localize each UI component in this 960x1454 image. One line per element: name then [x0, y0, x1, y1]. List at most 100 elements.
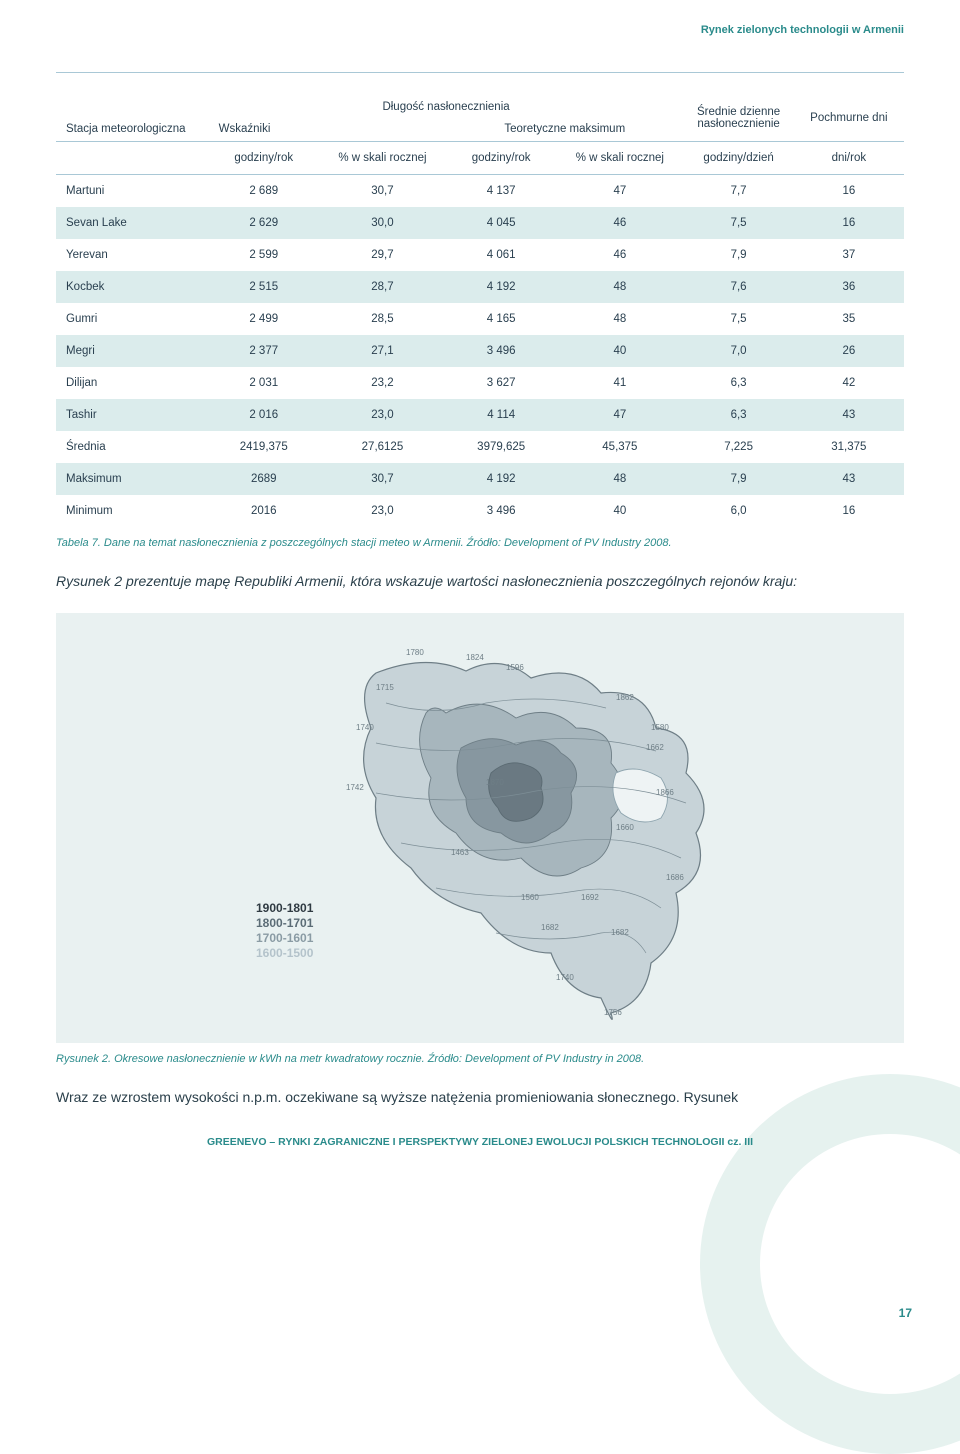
intro-paragraph: Rysunek 2 prezentuje mapę Republiki Arme…	[56, 571, 904, 593]
header-rule	[56, 72, 904, 73]
unit-dni-rok: dni/rok	[794, 142, 904, 175]
table-cell: Minimum	[56, 495, 209, 527]
table-cell: 43	[794, 463, 904, 495]
table-row: Tashir2 01623,04 114476,343	[56, 399, 904, 431]
map-value: 1686	[666, 873, 684, 882]
table-cell: 48	[556, 271, 683, 303]
table-cell: 28,5	[319, 303, 446, 335]
unit-godziny-dzien: godziny/dzień	[683, 142, 793, 175]
col-teoretyczne: Teoretyczne maksimum	[446, 115, 683, 142]
table-cell: 16	[794, 495, 904, 527]
table-cell: 4 165	[446, 303, 556, 335]
table-cell: 7,7	[683, 175, 793, 208]
table-row: Gumri2 49928,54 165487,535	[56, 303, 904, 335]
table-cell: Megri	[56, 335, 209, 367]
table-cell: 47	[556, 399, 683, 431]
table-cell: 46	[556, 239, 683, 271]
table-cell: 7,225	[683, 431, 793, 463]
map-value: 1756	[604, 1008, 622, 1017]
unit-pct-1: % w skali rocznej	[319, 142, 446, 175]
table-cell: 6,3	[683, 399, 793, 431]
legend-item: 1700-1601	[256, 931, 313, 946]
map-value: 1580	[651, 723, 669, 732]
table-cell: 30,0	[319, 207, 446, 239]
table-cell: 29,7	[319, 239, 446, 271]
table-cell: 7,9	[683, 463, 793, 495]
table-cell: 48	[556, 463, 683, 495]
map-value: 1682	[611, 928, 629, 937]
sunshine-table: Stacja meteorologiczna Długość nasłonecz…	[56, 93, 904, 527]
table-row: Maksimum268930,74 192487,943	[56, 463, 904, 495]
map-value: 1660	[616, 823, 634, 832]
map-value: 1862	[616, 693, 634, 702]
table-cell: 40	[556, 335, 683, 367]
table-cell: 3 627	[446, 367, 556, 399]
table-cell: Średnia	[56, 431, 209, 463]
colgroup-dlugosc: Długość nasłonecznienia	[209, 93, 684, 115]
table-cell: 2 499	[209, 303, 319, 335]
table-cell: 6,0	[683, 495, 793, 527]
map-value: 1824	[466, 653, 484, 662]
table-cell: Yerevan	[56, 239, 209, 271]
figure-caption: Rysunek 2. Okresowe nasłonecznienie w kW…	[56, 1053, 904, 1065]
table-cell: 2016	[209, 495, 319, 527]
table-cell: 47	[556, 175, 683, 208]
page-number: 17	[899, 1306, 912, 1320]
table-cell: 43	[794, 399, 904, 431]
map-value: 1682	[541, 923, 559, 932]
table-row: Sevan Lake2 62930,04 045467,516	[56, 207, 904, 239]
unit-godziny-rok-2: godziny/rok	[446, 142, 556, 175]
table-cell: 2 689	[209, 175, 319, 208]
table-cell: 2 629	[209, 207, 319, 239]
unit-godziny-rok-1: godziny/rok	[209, 142, 319, 175]
table-row: Średnia2419,37527,61253979,62545,3757,22…	[56, 431, 904, 463]
table-cell: 2 031	[209, 367, 319, 399]
table-cell: 28,7	[319, 271, 446, 303]
table-cell: 4 192	[446, 271, 556, 303]
table-cell: 46	[556, 207, 683, 239]
map-value: 1740	[556, 973, 574, 982]
table-cell: 26	[794, 335, 904, 367]
table-row: Dilijan2 03123,23 627416,342	[56, 367, 904, 399]
table-cell: 2 515	[209, 271, 319, 303]
table-cell: 23,0	[319, 399, 446, 431]
page-footer: GREENEVO – RYNKI ZAGRANICZNE I PERSPEKTY…	[56, 1124, 904, 1164]
table-cell: 4 061	[446, 239, 556, 271]
table-row: Martuni2 68930,74 137477,716	[56, 175, 904, 208]
col-pochmurne: Pochmurne dni	[794, 93, 904, 142]
col-wskazniki: Wskaźniki	[209, 115, 446, 142]
table-cell: 30,7	[319, 463, 446, 495]
table-cell: Tashir	[56, 399, 209, 431]
table-cell: 16	[794, 207, 904, 239]
table-cell: 27,6125	[319, 431, 446, 463]
closing-paragraph: Wraz ze wzrostem wysokości n.p.m. oczeki…	[56, 1087, 904, 1109]
table-cell: 3 496	[446, 495, 556, 527]
table-cell: 35	[794, 303, 904, 335]
table-cell: 31,375	[794, 431, 904, 463]
table-cell: 27,1	[319, 335, 446, 367]
table-cell: Gumri	[56, 303, 209, 335]
map-value: 1692	[581, 893, 599, 902]
table-cell: Martuni	[56, 175, 209, 208]
table-caption: Tabela 7. Dane na temat nasłonecznienia …	[56, 537, 904, 549]
map-value: 1715	[376, 683, 394, 692]
legend-item: 1600-1500	[256, 946, 313, 961]
legend-item: 1900-1801	[256, 901, 313, 916]
table-cell: 48	[556, 303, 683, 335]
col-srednie: Średnie dzienne nasłonecznienie	[683, 93, 793, 142]
map-value: 1463	[451, 848, 469, 857]
table-cell: 7,5	[683, 207, 793, 239]
figure-map: 1780 1740 1742 1862 1866 1463 1662 1660 …	[56, 613, 904, 1043]
table-cell: 4 114	[446, 399, 556, 431]
table-cell: 2 377	[209, 335, 319, 367]
table-cell: 7,0	[683, 335, 793, 367]
col-station: Stacja meteorologiczna	[56, 93, 209, 142]
map-value: 1662	[646, 743, 664, 752]
table-cell: 3 496	[446, 335, 556, 367]
table-row: Minimum201623,03 496406,016	[56, 495, 904, 527]
table-cell: 16	[794, 175, 904, 208]
table-cell: 7,5	[683, 303, 793, 335]
running-header: Rynek zielonych technologii w Armenii	[56, 24, 904, 72]
map-value: 1596	[506, 663, 524, 672]
unit-pct-2: % w skali rocznej	[556, 142, 683, 175]
